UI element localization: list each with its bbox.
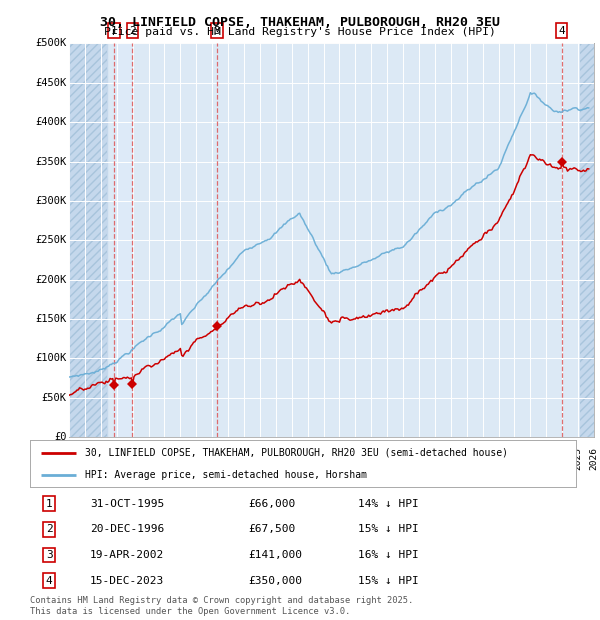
Bar <box>114 43 132 437</box>
Text: 2026: 2026 <box>589 447 599 470</box>
Bar <box>580 43 594 437</box>
Text: £150K: £150K <box>35 314 67 324</box>
Text: £66,000: £66,000 <box>248 499 296 509</box>
Text: £100K: £100K <box>35 353 67 363</box>
Text: 16% ↓ HPI: 16% ↓ HPI <box>358 550 418 560</box>
Text: 2020: 2020 <box>494 447 503 470</box>
Text: 4: 4 <box>46 575 52 586</box>
Text: £250K: £250K <box>35 235 67 246</box>
Text: 1995: 1995 <box>97 447 106 470</box>
Text: £141,000: £141,000 <box>248 550 302 560</box>
Text: 1: 1 <box>110 25 118 35</box>
Text: 2009: 2009 <box>319 447 328 470</box>
Text: 15% ↓ HPI: 15% ↓ HPI <box>358 575 418 586</box>
Bar <box>69 43 107 437</box>
Text: 2021: 2021 <box>510 447 519 470</box>
Text: £300K: £300K <box>35 196 67 206</box>
Text: 2006: 2006 <box>271 447 280 470</box>
Text: 2003: 2003 <box>224 447 233 470</box>
Text: 2022: 2022 <box>526 447 535 470</box>
Text: 15% ↓ HPI: 15% ↓ HPI <box>358 525 418 534</box>
Text: 2010: 2010 <box>335 447 344 470</box>
Text: Contains HM Land Registry data © Crown copyright and database right 2025.
This d: Contains HM Land Registry data © Crown c… <box>30 596 413 616</box>
Text: 30, LINFIELD COPSE, THAKEHAM, PULBOROUGH, RH20 3EU (semi-detached house): 30, LINFIELD COPSE, THAKEHAM, PULBOROUGH… <box>85 448 508 458</box>
Text: 2016: 2016 <box>430 447 439 470</box>
Text: 1997: 1997 <box>128 447 137 470</box>
Text: 2000: 2000 <box>176 447 185 470</box>
Text: 15-DEC-2023: 15-DEC-2023 <box>90 575 164 586</box>
Text: 31-OCT-1995: 31-OCT-1995 <box>90 499 164 509</box>
Text: 30, LINFIELD COPSE, THAKEHAM, PULBOROUGH, RH20 3EU: 30, LINFIELD COPSE, THAKEHAM, PULBOROUGH… <box>100 16 500 29</box>
Text: 2024: 2024 <box>557 447 566 470</box>
Text: 2005: 2005 <box>256 447 265 470</box>
Text: £400K: £400K <box>35 117 67 127</box>
Text: £500K: £500K <box>35 38 67 48</box>
Text: £200K: £200K <box>35 275 67 285</box>
Text: 4: 4 <box>558 25 565 35</box>
Text: 3: 3 <box>214 25 220 35</box>
Text: 2015: 2015 <box>415 447 424 470</box>
Text: 2017: 2017 <box>446 447 455 470</box>
Text: £350K: £350K <box>35 156 67 167</box>
Text: £450K: £450K <box>35 78 67 88</box>
Text: 14% ↓ HPI: 14% ↓ HPI <box>358 499 418 509</box>
Text: 2013: 2013 <box>383 447 392 470</box>
Text: 1: 1 <box>46 499 52 509</box>
Text: 2: 2 <box>129 25 136 35</box>
Text: 1994: 1994 <box>80 447 89 470</box>
Text: £67,500: £67,500 <box>248 525 296 534</box>
Text: 2012: 2012 <box>367 447 376 470</box>
Text: £350,000: £350,000 <box>248 575 302 586</box>
Text: 1998: 1998 <box>144 447 153 470</box>
Text: 2018: 2018 <box>462 447 471 470</box>
Text: £0: £0 <box>54 432 67 442</box>
Text: 2014: 2014 <box>398 447 407 470</box>
Text: 2004: 2004 <box>239 447 248 470</box>
Text: 2023: 2023 <box>542 447 551 470</box>
Text: 2002: 2002 <box>208 447 217 470</box>
Text: 1999: 1999 <box>160 447 169 470</box>
Text: 2011: 2011 <box>351 447 360 470</box>
Text: Price paid vs. HM Land Registry's House Price Index (HPI): Price paid vs. HM Land Registry's House … <box>104 27 496 37</box>
Text: 2007: 2007 <box>287 447 296 470</box>
Text: 2: 2 <box>46 525 52 534</box>
Bar <box>580 43 594 437</box>
Text: 1996: 1996 <box>112 447 121 470</box>
Text: 20-DEC-1996: 20-DEC-1996 <box>90 525 164 534</box>
Text: 2008: 2008 <box>303 447 312 470</box>
Bar <box>69 43 107 437</box>
Text: 1993: 1993 <box>65 447 74 470</box>
Text: 3: 3 <box>46 550 52 560</box>
Text: 19-APR-2002: 19-APR-2002 <box>90 550 164 560</box>
Text: 2025: 2025 <box>574 447 583 470</box>
Text: 2001: 2001 <box>192 447 201 470</box>
Text: 2019: 2019 <box>478 447 487 470</box>
Text: £50K: £50K <box>41 392 67 403</box>
Text: HPI: Average price, semi-detached house, Horsham: HPI: Average price, semi-detached house,… <box>85 470 367 480</box>
